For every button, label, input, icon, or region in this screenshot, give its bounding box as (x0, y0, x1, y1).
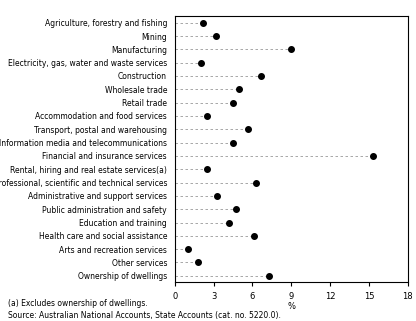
Text: Source: Australian National Accounts, State Accounts (cat. no. 5220.0).: Source: Australian National Accounts, St… (8, 311, 281, 320)
Text: (a) Excludes ownership of dwellings.: (a) Excludes ownership of dwellings. (8, 299, 148, 308)
X-axis label: %: % (287, 302, 295, 311)
